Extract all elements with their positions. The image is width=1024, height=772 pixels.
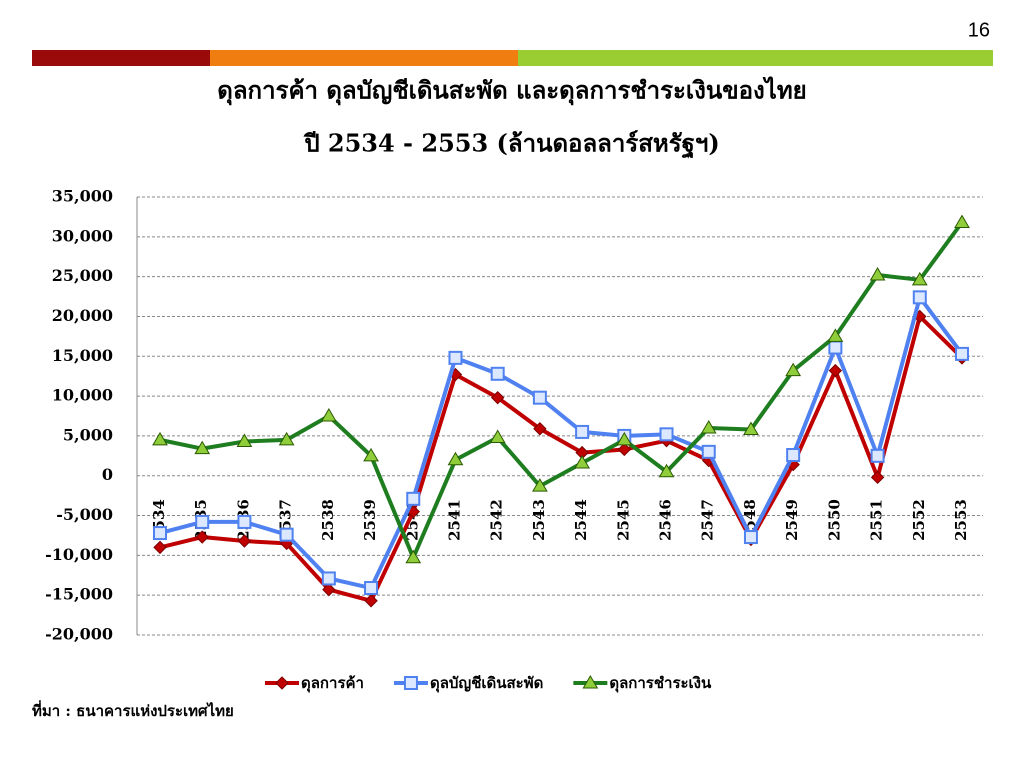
data-point [701,444,716,459]
y-tick-label: 35,000 [52,187,113,206]
data-point [195,530,209,544]
data-point [912,290,927,305]
data-point [406,491,421,506]
data-point [616,431,633,446]
header-bar [518,50,993,66]
data-point [617,442,632,457]
data-point [870,470,885,485]
data-point [279,527,294,542]
data-point [490,390,505,405]
data-point [153,526,167,541]
data-point [195,514,210,529]
y-tick-label: 15,000 [52,346,113,365]
data-point [489,429,506,444]
x-tick-label: 2552 [910,499,928,541]
data-point [700,419,717,434]
data-point [828,340,843,355]
data-point [954,214,970,228]
data-point [575,424,590,439]
data-point [743,530,758,545]
y-tick-label: 20,000 [52,306,113,325]
legend-item: ดุลการค้า [265,674,364,693]
data-point [786,448,801,463]
legend-marker [275,676,289,690]
data-point [911,271,928,286]
data-point [153,540,167,555]
y-tick-label: -10,000 [45,545,113,564]
data-point [236,433,253,447]
x-tick-label: 2549 [783,499,801,541]
legend-item: ดุลบัญชีเดินสะพัด [393,674,543,693]
data-point [827,328,844,342]
legend-label: ดุลการชำระเงิน [609,674,712,693]
data-point [237,534,252,548]
data-point [828,363,843,378]
x-tick-label: 2541 [445,499,463,541]
data-point [490,366,505,381]
data-point [364,581,379,596]
legend-marker [403,676,418,690]
legend-label: ดุลการค้า [301,674,364,693]
chart-subtitle: ปี 2534 - 2553 (ล้านดอลลาร์สหรัฐฯ) [303,129,719,160]
x-tick-label: 2539 [361,499,379,541]
x-tick-label: 2553 [952,499,970,541]
data-point [659,427,674,442]
data-point [870,448,885,463]
x-tick-label: 2544 [572,499,590,541]
data-point [363,447,379,462]
header-bar [32,50,210,66]
data-point [574,454,590,469]
data-point [364,594,378,608]
chart-title: ดุลการค้า ดุลบัญชีเดินสะพัด และดุลการชำร… [217,76,806,107]
y-tick-label: 25,000 [52,266,113,285]
x-tick-label: 2545 [614,499,632,541]
data-point [532,390,547,405]
data-point [532,478,548,492]
x-tick-label: 2547 [699,499,717,541]
data-point [278,431,295,446]
x-tick-label: 2538 [319,499,337,541]
data-point [447,451,464,466]
legend-marker [582,675,599,689]
series-line [159,295,964,591]
data-point [743,421,759,436]
x-tick-label: 2551 [868,499,886,541]
y-tick-label: 0 [102,465,113,484]
plot-area: -20,000 -15,000 -10,000 -5,000 0 5,000 10,000 1… [45,187,983,693]
data-point [955,346,969,361]
data-point [869,267,886,281]
data-point [321,571,336,586]
data-point [237,514,252,529]
source-note: ที่มา : ธนาคารแห่งประเทศไทย [32,700,234,720]
series-line [159,314,964,603]
y-tick-label: 30,000 [52,226,113,245]
data-point [533,422,547,436]
series-line [159,221,964,560]
y-tick-label: -15,000 [45,585,113,604]
data-point [405,549,422,564]
y-tick-label: -20,000 [45,625,113,644]
x-tick-label: 2546 [657,499,675,541]
y-tick-label: -5,000 [56,505,113,524]
data-point [152,431,168,446]
x-tick-label: 2550 [825,499,843,541]
legend-item: ดุลการชำระเงิน [573,674,712,693]
x-tick-label: 2542 [488,499,506,541]
data-point [658,463,675,478]
data-point [322,582,336,597]
data-point [785,362,802,377]
header-bar [210,50,518,66]
data-point [448,350,463,365]
page-number: 16 [968,19,990,41]
y-tick-label: 5,000 [63,425,113,444]
data-point [194,440,211,455]
legend-label: ดุลบัญชีเดินสะพัด [430,674,543,693]
y-tick-label: 10,000 [52,386,113,405]
data-point [320,408,337,422]
x-tick-label: 2543 [530,499,548,541]
